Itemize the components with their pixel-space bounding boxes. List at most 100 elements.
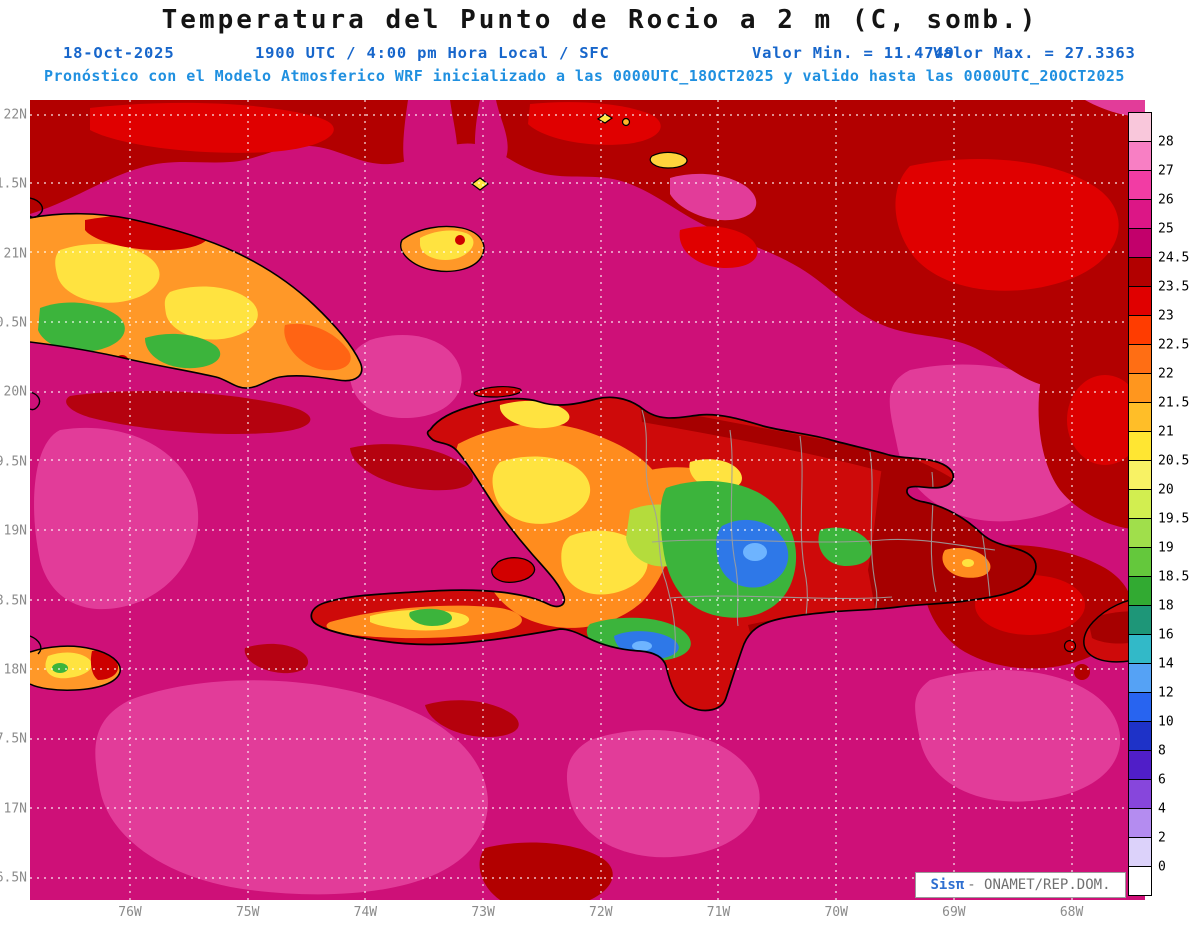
colorbar-label: 18 [1158,598,1174,614]
colorbar-segment [1128,199,1152,229]
red-patch [528,102,661,145]
cuba [29,212,363,389]
colorbar-label: 22.5 [1158,337,1190,353]
min-value-label: Valor Min. = 11.4749 [752,44,955,62]
colorbar-segment [1128,112,1152,142]
colorbar-label: 19.5 [1158,511,1190,527]
colorbar-label: 12 [1158,685,1174,701]
lon-label: 70W [824,905,848,920]
hisp-green [409,608,452,626]
sea-shading [30,100,1145,900]
colorbar-label: 19 [1158,540,1174,556]
model-info-line: Pronóstico con el Modelo Atmosferico WRF… [44,67,1125,85]
valid-time: 1900 UTC / 4:00 pm Hora Local / SFC [255,44,610,62]
cay-dot [621,117,631,127]
inagua-coastline [400,225,485,273]
magenta-wedge [403,100,458,190]
pink-blob [915,670,1121,802]
lat-label: 6.5N [0,870,27,886]
colorbar-segments [1128,112,1152,896]
lon-label: 74W [353,905,378,920]
hispaniola [310,386,1037,712]
colorbar-segment [1128,605,1152,635]
pr-coastline [1083,596,1146,663]
lon-label: 68W [1059,905,1084,920]
magenta-wedge [474,100,508,172]
lat-label: 7.5N [0,731,27,747]
lon-label: 69W [942,905,966,920]
red-patch [1067,375,1143,465]
jamaica [29,645,121,691]
colorbar-segment [1128,344,1152,374]
lat-label: 1.5N [0,176,27,192]
pink-streak [670,173,757,221]
colorbar-segment [1128,837,1152,867]
pink-blob [566,730,760,858]
jamaica-coastline [29,645,121,691]
colorbar-label: 21 [1158,424,1174,440]
jamaica-red [90,650,119,680]
colorbar-segment [1128,315,1152,345]
colorbar-label: 21.5 [1158,395,1190,411]
hisp-yellow [561,530,648,595]
colorbar-segment [1128,402,1152,432]
cuba-green [38,302,125,352]
lat-label: 19N [3,523,27,539]
crimson-streak [350,444,474,491]
colorbar-label: 22 [1158,366,1174,382]
inagua-red [455,235,465,245]
inagua-island [400,225,485,273]
lat-label: 18N [3,662,27,678]
lat-axis: 22N 1.5N 21N 0.5N 20N 9.5N 19N 8.5N 18N 7.5N 17N 6.… [0,0,28,927]
colorbar-segment [1128,286,1152,316]
lat-label: 17N [3,801,27,817]
pink-blob [34,427,199,610]
dark-red-bottom-blob [479,842,613,900]
pink-blob [95,680,488,895]
colorbar-segment [1128,634,1152,664]
cuba-orange-deep [284,323,351,371]
run-date: 18-Oct-2025 [63,44,175,62]
credit-badge: Sisπ - ONAMET/REP.DOM. [915,872,1126,898]
colorbar-labels: 28 27 26 25 24.5 23.5 23 22.5 22 21.5 21 20.5 20 19.5… [1158,112,1198,902]
cay-dot [596,113,614,124]
cuba-green [145,333,221,369]
colorbar-label: 28 [1158,134,1174,150]
sispi-logo: Sisπ [930,877,965,893]
dewpoint-map-svg [29,100,1146,900]
lon-label: 73W [471,905,495,920]
tortue-island [473,386,522,398]
lon-axis: 76W 75W 74W 73W 72W 71W 70W 69W 68W [0,905,1200,925]
page-title: Temperatura del Punto de Rocio a 2 m (C,… [161,5,1039,35]
colorbar-segment [1128,141,1152,171]
edge-coast-fragments [29,197,44,655]
colorbar-label: 2 [1158,830,1166,846]
cay-islet [649,151,688,169]
map-area [29,100,1146,900]
gonave-island [491,557,536,583]
hisp-lightblue [743,543,767,561]
grid-lines [30,100,1145,900]
hispaniola-coastline [310,396,1037,712]
colorbar-label: 16 [1158,627,1174,643]
pink-blob [349,335,462,418]
crimson-streak [66,391,311,435]
colorbar-label: 4 [1158,801,1166,817]
lat-label: 22N [3,107,27,123]
cuba-yellow [164,286,258,340]
colorbar-label: 0 [1158,859,1166,875]
colorbar-segment [1128,692,1152,722]
colorbar-label: 26 [1158,192,1174,208]
max-value-label: Valor Max. = 27.3363 [933,44,1136,62]
colorbar-segment [1128,576,1152,606]
cuba-yellow [55,243,160,303]
colorbar-segment [1128,866,1152,896]
colorbar-label: 24.5 [1158,250,1190,266]
colorbar-label: 6 [1158,772,1166,788]
hisp-lightblue [632,641,652,651]
dark-red-band [30,100,1145,389]
lon-label: 76W [118,905,142,920]
colorbar-label: 23.5 [1158,279,1190,295]
colorbar-segment [1128,547,1152,577]
colorbar-label: 20.5 [1158,453,1190,469]
